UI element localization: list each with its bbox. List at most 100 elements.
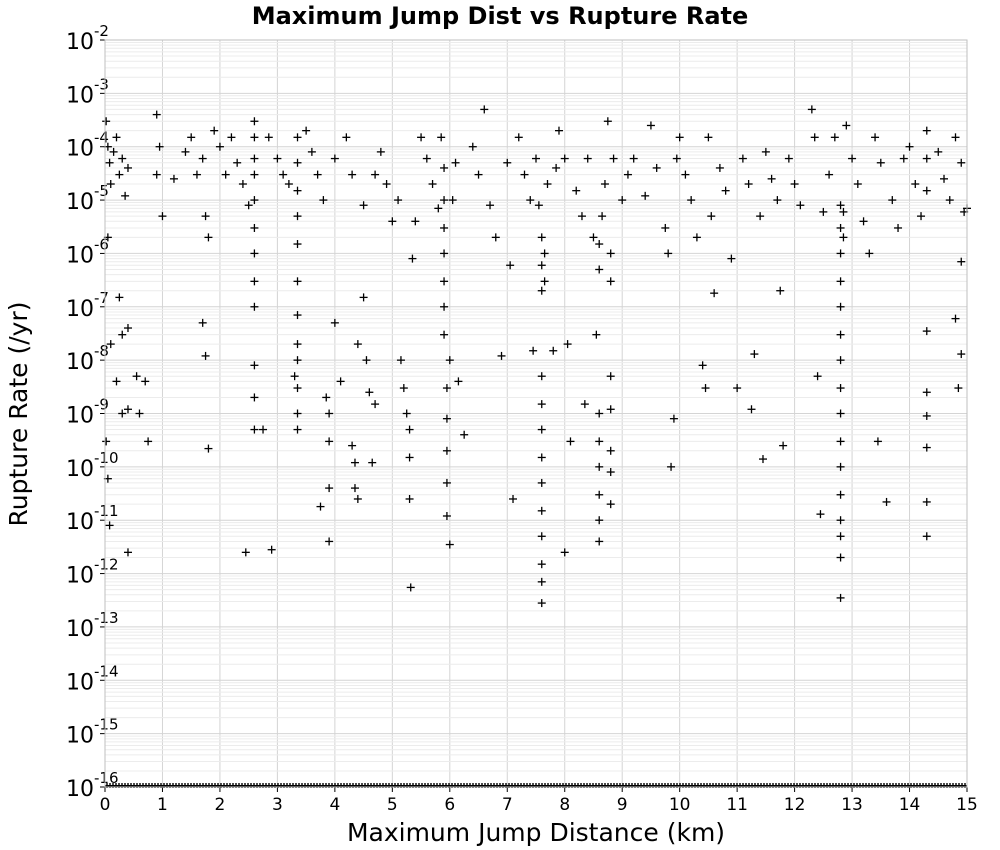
data-point [354,340,362,348]
x-tick-label: 12 [784,795,806,815]
data-point [259,426,267,434]
data-point [923,388,931,396]
data-point [874,437,882,445]
data-point [400,384,408,392]
data-point [348,442,356,450]
data-point [704,133,712,141]
data-point [407,583,415,591]
data-point [452,159,460,167]
data-point [429,180,437,188]
data-point [722,187,730,195]
data-point [199,155,207,163]
data-point [592,331,600,339]
data-point [877,159,885,167]
y-tick-label: 10-7 [66,289,109,322]
data-point [837,224,845,232]
y-tick-label: 10-8 [66,342,109,375]
data-point [158,212,166,220]
data-point [653,164,661,172]
data-point [598,212,606,220]
data-point [532,155,540,163]
data-point [268,546,276,554]
data-point [417,133,425,141]
data-point [480,105,488,113]
data-point [124,164,132,172]
data-point [860,217,868,225]
data-point [756,212,764,220]
data-point [791,180,799,188]
data-point [337,377,345,385]
data-point [759,455,767,463]
data-point [331,319,339,327]
data-point [779,442,787,450]
data-point [954,384,962,392]
data-point [837,277,845,285]
data-point [406,426,414,434]
data-point [595,491,603,499]
data-point [768,175,776,183]
data-point [750,350,758,358]
y-axis-label: Rupture Rate (/yr) [4,302,33,527]
data-point [894,224,902,232]
data-point [561,155,569,163]
data-point [595,265,603,273]
y-tick-label: 10-9 [66,396,109,429]
data-point [250,155,258,163]
data-point [342,133,350,141]
data-point [331,155,339,163]
chart-title: Maximum Jump Dist vs Rupture Rate [252,2,749,30]
data-point [440,277,448,285]
data-point [707,212,715,220]
data-point [250,277,258,285]
data-point [923,187,931,195]
data-point [492,233,500,241]
data-point [601,180,609,188]
data-point [121,192,129,200]
x-tick-label: 5 [387,795,398,815]
data-point [538,287,546,295]
data-point [133,372,141,380]
data-point [837,554,845,562]
data-point [406,453,414,461]
data-point [351,484,359,492]
data-point [837,491,845,499]
data-point [630,155,638,163]
data-point [250,117,258,125]
data-point [141,377,149,385]
data-point [572,187,580,195]
data-point [406,495,414,503]
data-point [202,212,210,220]
x-tick-label: 13 [841,795,863,815]
data-point [222,171,230,179]
data-point [584,155,592,163]
data-point [294,212,302,220]
y-tick-exponent: -10 [94,449,119,467]
y-tick-exponent: -9 [94,396,109,414]
data-point [816,510,824,518]
data-point [610,155,618,163]
data-point [265,133,273,141]
x-tick-label: 2 [215,795,226,815]
data-point [957,350,965,358]
data-point [454,377,462,385]
data-point [351,459,359,467]
data-point [923,532,931,540]
data-point [325,437,333,445]
data-point [498,352,506,360]
data-point [808,105,816,113]
data-point [115,171,123,179]
x-axis-label: Maximum Jump Distance (km) [347,818,725,847]
data-point [294,340,302,348]
y-tick-exponent: -4 [94,129,109,147]
data-point [325,484,333,492]
data-point [871,133,879,141]
data-point [118,331,126,339]
scatter-chart: Maximum Jump Dist vs Rupture Rate 012345… [0,0,1000,850]
data-point [538,233,546,241]
data-point [854,180,862,188]
data-point [555,127,563,135]
data-point [842,121,850,129]
data-point [170,175,178,183]
data-point [383,180,391,188]
data-point [371,171,379,179]
